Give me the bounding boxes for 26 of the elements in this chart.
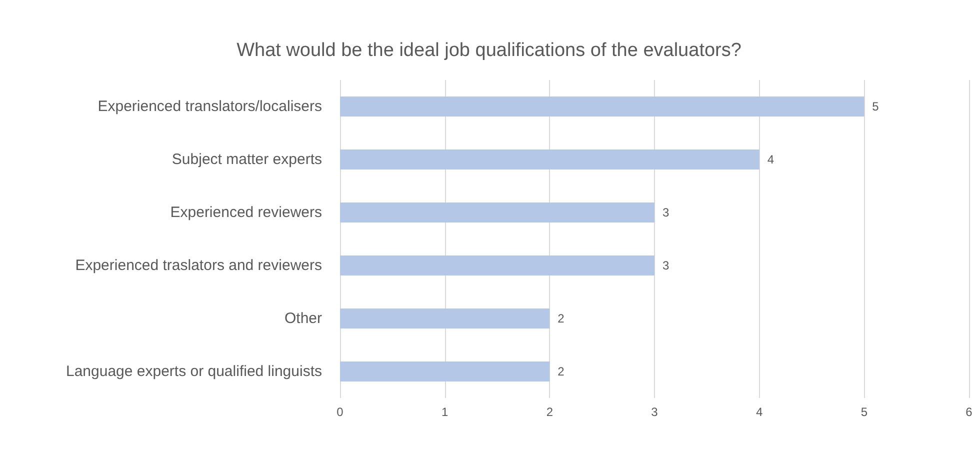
y-tick-label: Other [284, 310, 322, 327]
x-tick-label: 5 [860, 405, 868, 419]
data-label: 2 [558, 364, 565, 378]
bar [340, 150, 760, 170]
data-label: 4 [767, 152, 774, 166]
bar [340, 96, 864, 116]
bar [340, 202, 654, 222]
data-label: 2 [558, 312, 565, 326]
chart-title: What would be the ideal job qualifications of the evaluators? [236, 40, 742, 61]
y-tick-label: Experienced translators/localisers [98, 98, 322, 115]
x-tick-label: 4 [756, 405, 763, 419]
x-tick-label: 6 [966, 405, 973, 419]
y-tick-label: Experienced traslators and reviewers [75, 257, 322, 274]
x-tick-label: 3 [651, 405, 658, 419]
data-label: 3 [662, 206, 670, 220]
y-tick-label: Subject matter experts [172, 151, 322, 168]
bar [340, 308, 550, 328]
x-tick-label: 1 [441, 405, 448, 419]
data-label: 5 [872, 100, 880, 114]
bar [340, 256, 654, 276]
data-label: 3 [662, 258, 670, 272]
bar [340, 362, 550, 382]
y-tick-label: Language experts or qualified linguists [66, 363, 322, 380]
x-tick-label: 0 [336, 405, 344, 419]
y-tick-label: Experienced reviewers [170, 204, 322, 221]
x-tick-label: 2 [546, 405, 554, 419]
